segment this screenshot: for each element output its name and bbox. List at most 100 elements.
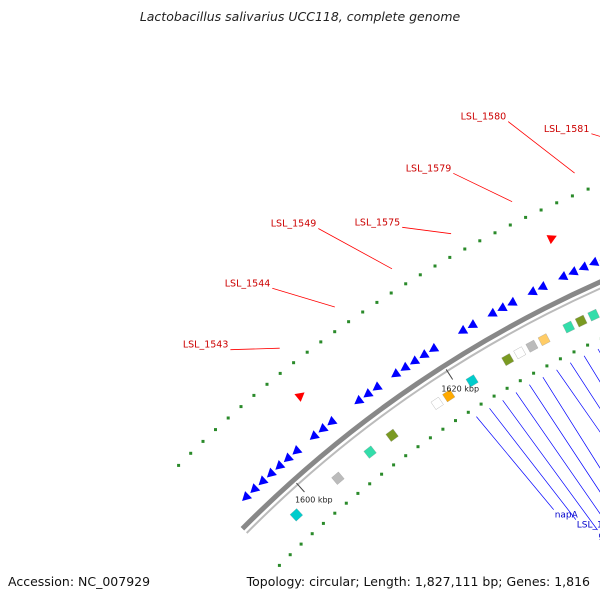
- gc-dot: [586, 343, 590, 347]
- map-title: Lactobacillus salivarius UCC118, complet…: [139, 9, 461, 24]
- reverse-gene-arrow: [487, 307, 498, 317]
- gc-dot: [404, 454, 408, 458]
- gene-count-label: Genes: 1,816: [506, 574, 590, 589]
- reverse-gene-arrow: [363, 388, 374, 398]
- reverse-gene-arrow: [275, 460, 286, 470]
- reverse-gene-arrow: [568, 266, 579, 276]
- gc-dot: [586, 187, 590, 191]
- cog-tile: [465, 374, 479, 388]
- reverse-gene-arrow: [428, 342, 440, 352]
- reverse-gene-arrow: [507, 296, 518, 306]
- gc-dot: [454, 419, 457, 423]
- gc-dot: [433, 264, 437, 268]
- reverse-gene-arrow: [292, 444, 303, 455]
- length-label: Length: 1,827,111 bp;: [363, 574, 503, 589]
- reverse-gene-arrow: [266, 467, 277, 478]
- gc-dots: [177, 187, 600, 567]
- feature-tracks: [242, 235, 600, 522]
- gc-dot: [375, 300, 379, 304]
- gc-dot: [392, 463, 396, 467]
- gc-dot: [265, 382, 269, 386]
- reverse-gene-arrow: [578, 261, 589, 271]
- gc-dot: [448, 255, 452, 259]
- inner-gene-label: guaA: [599, 531, 600, 541]
- reverse-gene-arrow: [354, 394, 365, 405]
- reverse-gene-arrow: [250, 483, 261, 494]
- cog-tile: [574, 314, 588, 328]
- inner-callout-line: [502, 400, 598, 531]
- outer-gene-label: LSL_1544: [225, 278, 271, 289]
- gc-dot: [299, 542, 303, 546]
- gc-dot: [492, 394, 496, 398]
- gc-dot: [333, 330, 337, 334]
- reverse-gene-arrow: [327, 415, 338, 426]
- cog-tile: [331, 471, 345, 485]
- gc-dot: [428, 436, 432, 440]
- gc-dot: [177, 463, 181, 467]
- outer-callout-line: [318, 228, 393, 270]
- cog-tile: [442, 389, 456, 403]
- gc-dot: [555, 201, 559, 205]
- inner-callout-line: [570, 362, 600, 410]
- gc-dot: [292, 361, 296, 365]
- gc-dot: [508, 223, 512, 227]
- outer-callout-line: [230, 347, 280, 351]
- gc-dot: [570, 194, 574, 198]
- outer-gene-label: LSL_1575: [355, 217, 401, 228]
- gc-dot: [532, 371, 536, 375]
- cog-tile: [363, 445, 377, 459]
- gc-dot: [441, 427, 445, 431]
- topology-label: Topology: circular;: [246, 574, 360, 589]
- gc-dot: [239, 405, 243, 409]
- inner-callout-line: [556, 369, 600, 433]
- gc-dot: [278, 371, 282, 375]
- reverse-gene-arrow: [242, 491, 253, 501]
- inner-callout-line: [529, 384, 600, 493]
- inner-callout-line: [542, 377, 600, 469]
- outer-gene-label: LSL_1581: [544, 124, 590, 135]
- backbone-outer: [240, 279, 600, 531]
- reverse-gene-arrow: [558, 271, 569, 281]
- reverse-gene-arrow: [400, 361, 411, 371]
- reverse-gene-arrow: [372, 381, 383, 391]
- inner-gene-label: LSL_1535: [577, 521, 600, 531]
- gc-dot: [310, 532, 314, 536]
- gc-dot: [505, 386, 509, 390]
- gc-dot: [558, 357, 562, 361]
- gc-dot: [572, 350, 576, 354]
- cog-tile: [525, 339, 539, 353]
- reverse-gene-arrow: [309, 430, 320, 440]
- genome-backbone: [240, 279, 600, 534]
- gc-dot: [416, 445, 420, 449]
- reverse-gene-arrow: [419, 349, 430, 359]
- gc-dot: [321, 521, 325, 525]
- inner-callout-line: [583, 355, 600, 383]
- outer-gene-label: LSL_1579: [406, 163, 452, 174]
- ruler-tick: [296, 482, 305, 493]
- outer-gene-label: LSL_1580: [461, 112, 507, 123]
- reverse-gene-arrow: [409, 355, 421, 365]
- cog-tile: [501, 353, 515, 366]
- inner-callout-line: [515, 392, 600, 515]
- gc-dot: [344, 501, 348, 505]
- reverse-gene-arrow: [391, 368, 402, 378]
- gc-dot: [252, 393, 256, 397]
- reverse-gene-arrow: [527, 286, 538, 296]
- outer-gene-label: LSL_1543: [183, 340, 229, 351]
- reverse-gene-arrow: [537, 281, 548, 290]
- gc-dot: [368, 482, 372, 486]
- genome-summary: Topology: circular; Length: 1,827,111 bp…: [247, 574, 590, 589]
- gc-dot: [333, 511, 337, 515]
- gc-dot: [463, 247, 467, 251]
- gc-dot: [226, 416, 230, 420]
- gc-dot: [418, 273, 422, 277]
- inner-callout-line: [476, 416, 554, 510]
- reverse-gene-arrow: [467, 319, 479, 328]
- gc-dot: [479, 402, 483, 406]
- cog-tile: [430, 396, 444, 410]
- ruler-label: 1620 kbp: [441, 384, 479, 393]
- gc-dot: [319, 340, 323, 344]
- outer-callout-line: [402, 226, 452, 235]
- cog-tile: [513, 346, 527, 360]
